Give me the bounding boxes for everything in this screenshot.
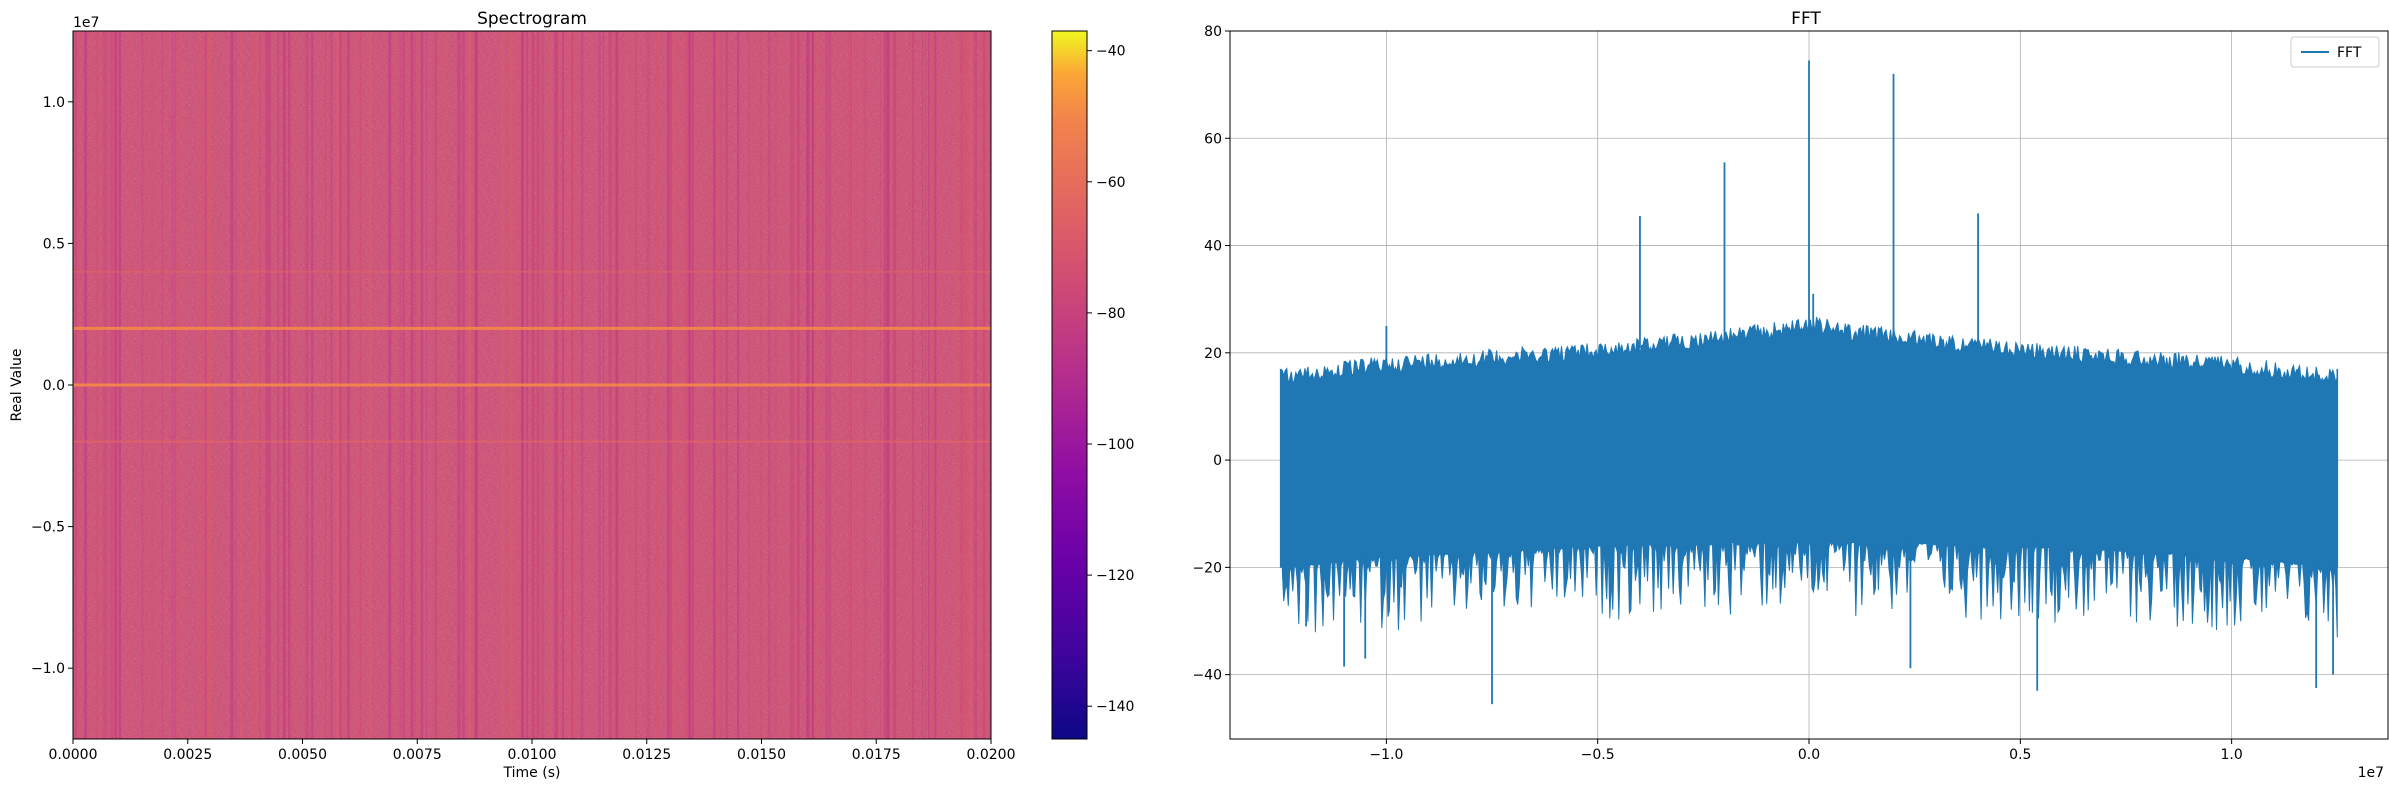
colorbar: −40 −60 −80 −100 −120 −140 (1051, 30, 1134, 740)
fft-panel: FFT −1.0 −0.5 0.0 0.5 1.0 80 60 40 20 0 −20 −40 1e… (1192, 9, 2389, 781)
fft-y-tick-label: 60 (1204, 131, 1222, 147)
fft-legend-label: FFT (2337, 45, 2362, 61)
spectrogram-tone (73, 270, 991, 273)
colorbar-tick-label: −120 (1096, 568, 1134, 584)
spectrogram-x-tick-label: 0.0150 (737, 747, 786, 763)
spectrogram-y-tick-label: 0.0 (43, 378, 65, 394)
fft-x-offset: 1e7 (2358, 765, 2384, 781)
spectrogram-x-tick-label: 0.0125 (622, 747, 671, 763)
fft-x-tick-label: 0.5 (2009, 747, 2031, 763)
fft-series-marks (1305, 60, 2334, 705)
fft-y-tick-label: −20 (1192, 560, 1222, 576)
spectrogram-x-tick-label: 0.0175 (852, 747, 901, 763)
spectrogram-x-tick-label: 0.0050 (278, 747, 327, 763)
fft-y-tick-label: 0 (1213, 453, 1222, 469)
spectrogram-x-tick-label: 0.0000 (49, 747, 98, 763)
fft-title: FFT (1791, 9, 1821, 29)
fft-series-spikes (1279, 368, 2339, 568)
spectrogram-y-ticks: 1.0 0.5 0.0 −0.5 −1.0 (31, 95, 73, 677)
spectrogram-xlabel: Time (s) (503, 765, 561, 781)
fft-legend-box (2290, 36, 2380, 68)
spectrogram-title: Spectrogram (477, 9, 587, 29)
spectrogram-ylabel: Real Value (9, 348, 25, 421)
fft-x-tick-label: 1.0 (2220, 747, 2242, 763)
colorbar-tick-label: −100 (1096, 437, 1134, 453)
colorbar-tick-label: −80 (1096, 306, 1126, 322)
spectrogram-tones (73, 270, 991, 443)
spectrogram-x-tick-label: 0.0075 (393, 747, 442, 763)
fft-y-tick-label: 40 (1204, 239, 1222, 255)
colorbar-tick-label: −40 (1096, 44, 1126, 60)
spectrogram-y-tick-label: −1.0 (31, 661, 65, 677)
spectrogram-x-ticks: 0.0000 0.0025 0.0050 0.0075 0.0100 0.0125 0.01… (49, 739, 1016, 763)
spectrogram-tone (73, 383, 991, 387)
colorbar-ticks: −40 −60 −80 −100 −120 −140 (1087, 44, 1134, 715)
spectrogram-panel: Spectrogram 0.0000 0.0025 0.0050 0.0075 0.01… (9, 9, 1016, 781)
colorbar-tick-label: −140 (1096, 699, 1134, 715)
spectrogram-y-tick-label: 1.0 (43, 95, 65, 111)
spectrogram-tone (73, 440, 991, 443)
spectrogram-x-tick-label: 0.0025 (163, 747, 212, 763)
spectrogram-x-tick-label: 0.0100 (508, 747, 557, 763)
colorbar-tick-label: −60 (1096, 175, 1126, 191)
fft-x-tick-label: −1.0 (1369, 747, 1403, 763)
fft-y-tick-label: −40 (1192, 668, 1222, 684)
fft-x-tick-label: −0.5 (1581, 747, 1615, 763)
colorbar-frame (1051, 30, 1088, 740)
colorbar-gradient (1052, 31, 1087, 739)
fft-x-ticks: −1.0 −0.5 0.0 0.5 1.0 (1369, 739, 2243, 763)
fft-y-tick-label: 80 (1204, 24, 1222, 40)
fft-y-tick-label: 20 (1204, 346, 1222, 362)
spectrogram-x-tick-label: 0.0200 (967, 747, 1016, 763)
fft-y-ticks: 80 60 40 20 0 −20 −40 (1192, 24, 1230, 684)
spectrogram-y-offset: 1e7 (73, 15, 99, 31)
spectrogram-tone (73, 326, 991, 330)
fft-legend: FFT (2290, 36, 2380, 68)
fft-series-band (1280, 316, 2338, 638)
spectrogram-y-tick-label: 0.5 (43, 236, 65, 252)
fft-x-tick-label: 0.0 (1798, 747, 1820, 763)
spectrogram-y-tick-label: −0.5 (31, 520, 65, 536)
